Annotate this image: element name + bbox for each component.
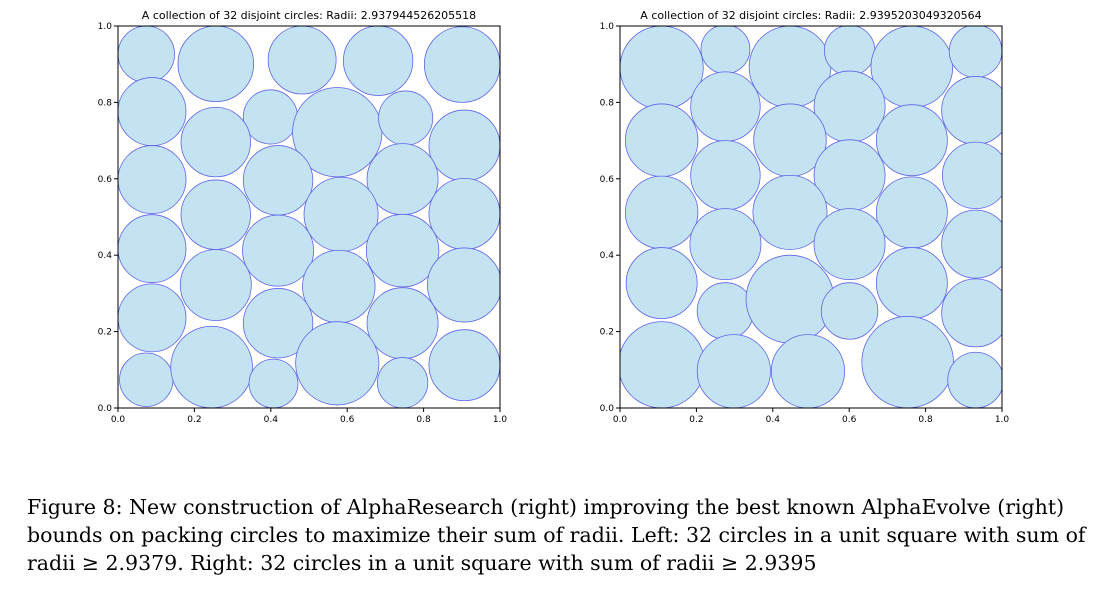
- circle-10: [428, 109, 500, 182]
- x-tick-label: 0.2: [689, 415, 703, 425]
- circle-19: [689, 208, 762, 281]
- x-tick-label: 0.6: [340, 415, 355, 425]
- circle-13: [242, 145, 314, 216]
- circle-32: [947, 351, 1002, 408]
- circle-12: [118, 145, 187, 214]
- y-tick-label: 0.4: [600, 251, 615, 261]
- circle-16: [303, 176, 379, 252]
- circle-1: [620, 26, 704, 110]
- chart-svg-right: A collection of 32 disjoint circles: Rad…: [600, 9, 1010, 425]
- circle-23: [875, 247, 948, 320]
- y-tick-label: 0.8: [98, 98, 113, 108]
- x-tick-label: 0.8: [918, 415, 933, 425]
- y-tick-label: 0.8: [600, 98, 615, 108]
- y-tick-label: 1.0: [98, 22, 113, 32]
- x-tick-label: 1.0: [995, 415, 1010, 425]
- x-tick-label: 1.0: [493, 415, 508, 425]
- x-tick-label: 0.4: [766, 415, 781, 425]
- circle-16: [624, 175, 699, 250]
- circle-18: [118, 214, 187, 284]
- circle-3: [267, 26, 337, 95]
- circle-24: [118, 283, 187, 353]
- axes-frame: [117, 25, 501, 409]
- circle-26: [820, 282, 879, 340]
- circle-8: [690, 71, 761, 142]
- circle-27: [119, 352, 174, 407]
- x-tick-label: 0.0: [111, 415, 126, 425]
- chart-title: A collection of 32 disjoint circles: Rad…: [142, 9, 476, 22]
- x-tick-label: 0.6: [842, 415, 857, 425]
- circle-24: [696, 282, 755, 340]
- circle-12: [875, 104, 948, 177]
- chart-svg-left: A collection of 32 disjoint circles: Rad…: [98, 9, 508, 425]
- circle-28: [620, 321, 706, 408]
- circle-22: [625, 247, 698, 320]
- circle-packing-plot-left: A collection of 32 disjoint circles: Rad…: [80, 0, 520, 425]
- y-tick-label: 0.2: [98, 328, 112, 338]
- circle-1: [118, 26, 175, 83]
- y-tick-label: 0.6: [600, 175, 615, 185]
- circle-9: [378, 90, 434, 146]
- figure-caption: Figure 8: New construction of AlphaResea…: [27, 493, 1087, 577]
- circle-8: [292, 87, 383, 178]
- circle-17: [428, 178, 500, 250]
- circle-4: [342, 26, 414, 96]
- circle-2: [177, 26, 254, 103]
- y-tick-label: 0.0: [98, 404, 113, 414]
- circle-6: [118, 77, 187, 146]
- circle-15: [180, 179, 251, 250]
- circle-29: [248, 358, 299, 408]
- circle-20: [813, 208, 886, 281]
- circle-20: [365, 213, 440, 288]
- circle-28: [170, 325, 253, 408]
- circle-19: [242, 214, 314, 287]
- circle-21: [941, 209, 1002, 279]
- y-tick-label: 1.0: [600, 22, 615, 32]
- y-tick-label: 0.2: [600, 328, 614, 338]
- circle-32: [428, 329, 500, 402]
- caption-label: Figure 8:: [27, 495, 123, 519]
- circle-packing-plot-right: A collection of 32 disjoint circles: Rad…: [582, 0, 1022, 425]
- circle-31: [861, 315, 954, 408]
- circle-13: [690, 140, 761, 211]
- x-tick-label: 0.2: [187, 415, 201, 425]
- circle-27: [941, 278, 1002, 348]
- circle-29: [696, 334, 771, 408]
- chart-title: A collection of 32 disjoint circles: Rad…: [640, 9, 981, 22]
- circle-4: [823, 26, 876, 77]
- circle-21: [179, 249, 252, 321]
- circle-6: [948, 26, 1002, 78]
- circle-11: [180, 106, 251, 178]
- circle-31: [376, 357, 429, 408]
- x-tick-label: 0.8: [416, 415, 431, 425]
- circle-7: [624, 103, 699, 177]
- x-tick-label: 0.4: [264, 415, 279, 425]
- circle-26: [366, 287, 439, 360]
- circle-23: [427, 247, 500, 323]
- circle-17: [752, 174, 828, 250]
- circle-25: [242, 288, 314, 359]
- circle-14: [366, 143, 439, 216]
- caption-text: New construction of AlphaResearch (right…: [27, 495, 1086, 575]
- circle-2: [700, 26, 751, 75]
- circle-15: [942, 141, 1002, 209]
- x-tick-label: 0.0: [613, 415, 628, 425]
- y-tick-label: 0.4: [98, 251, 113, 261]
- circle-30: [295, 321, 380, 406]
- circle-5: [423, 26, 500, 103]
- circle-18: [875, 176, 948, 249]
- y-tick-label: 0.0: [600, 404, 615, 414]
- circle-25: [745, 254, 835, 344]
- circle-10: [941, 76, 1002, 145]
- circle-22: [302, 249, 376, 324]
- circle-7: [242, 89, 298, 145]
- y-tick-label: 0.6: [98, 175, 113, 185]
- axes-frame: [619, 25, 1003, 409]
- circle-30: [770, 334, 845, 408]
